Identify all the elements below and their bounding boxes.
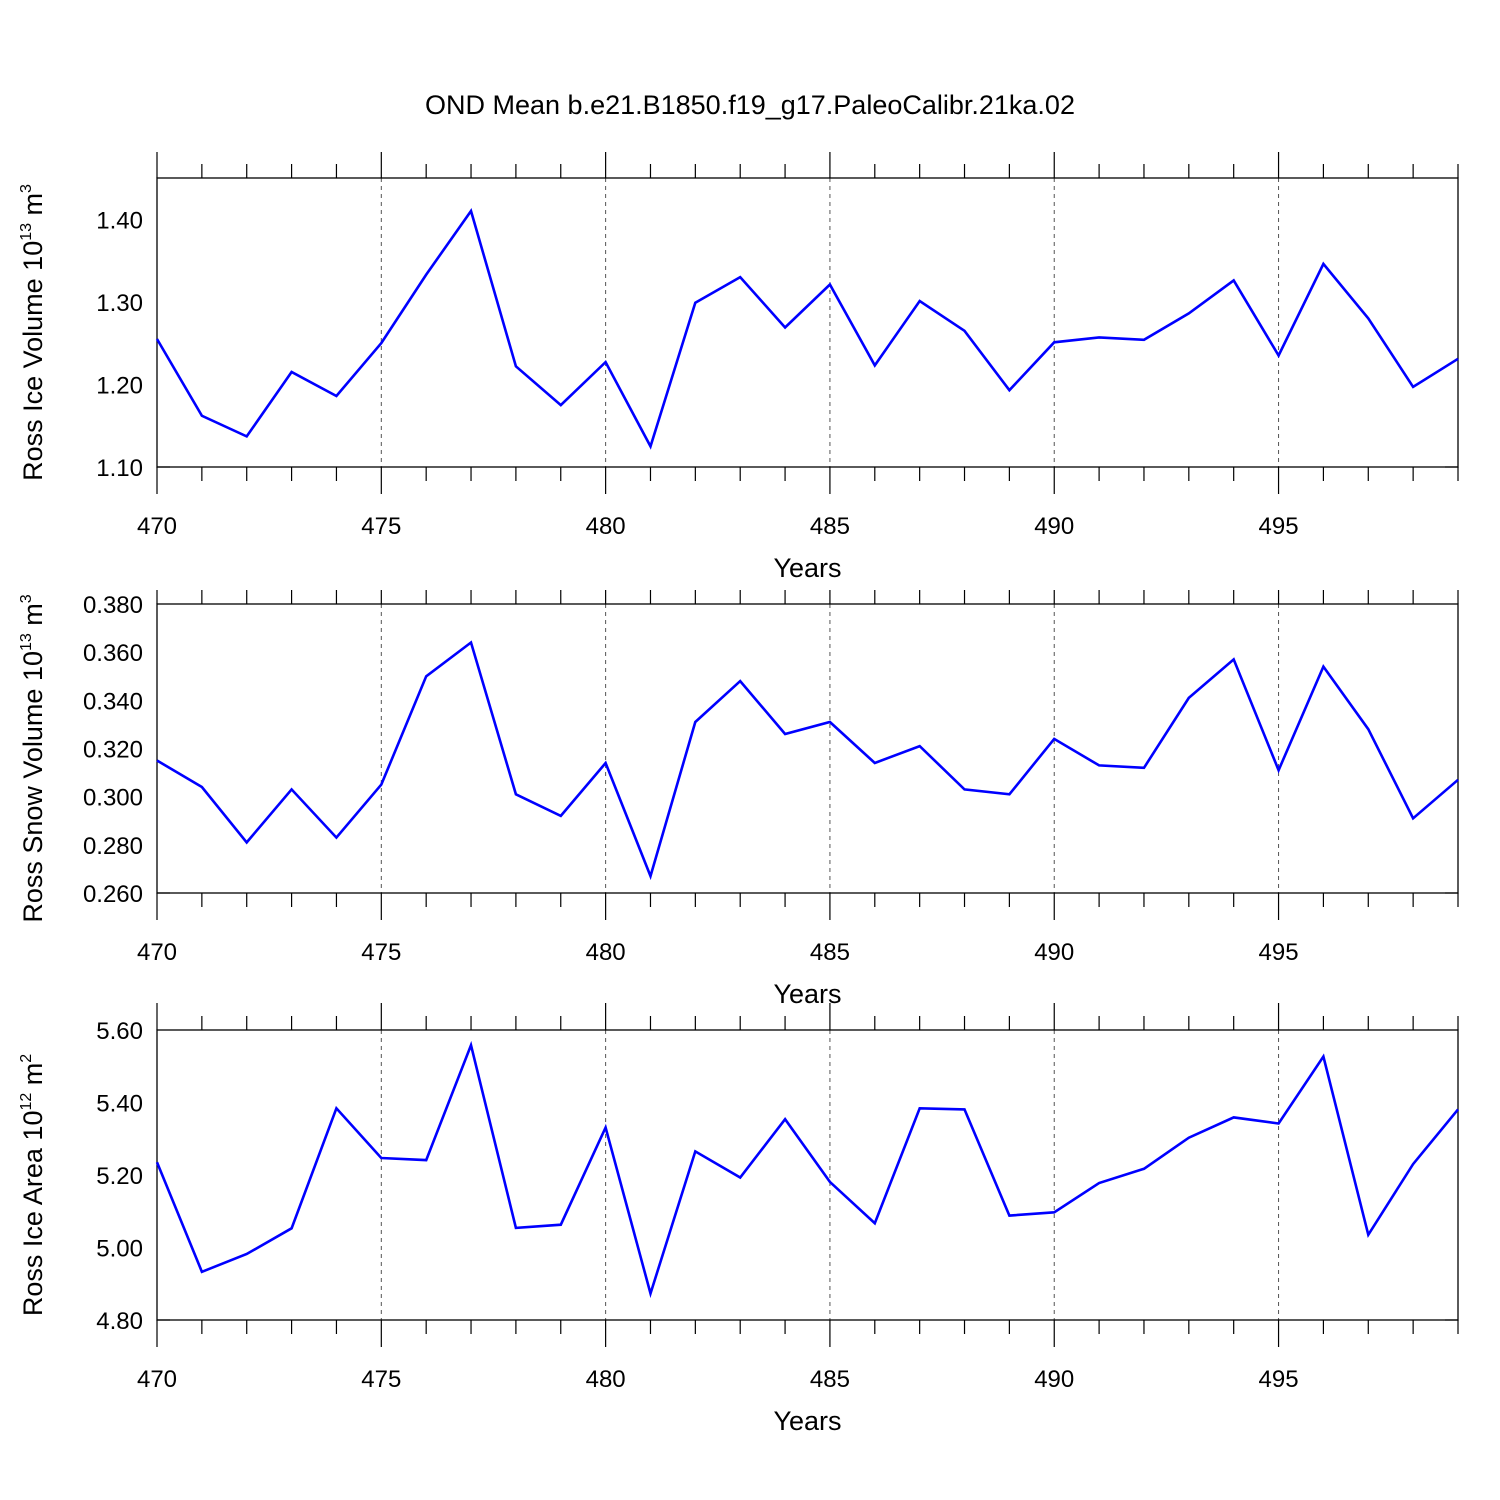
y-axis-title-exponent: 13 xyxy=(18,223,35,241)
y-tick-label: 0.260 xyxy=(83,881,143,908)
series-line-1 xyxy=(155,1040,1460,1299)
y-axis-title-unit: m xyxy=(18,193,48,223)
y-axis-title-text: Ross Snow Volume 10 xyxy=(18,651,48,923)
x-tick-label: 475 xyxy=(361,939,401,966)
y-axis-title: Ross Ice Volume 1013 m3 xyxy=(18,184,48,481)
y-axis-title-text: Ross Ice Volume 10 xyxy=(18,241,48,481)
x-axis-title: Years xyxy=(773,553,841,583)
y-axis-title-unit-exponent: 2 xyxy=(18,1054,35,1063)
x-tick-label: 495 xyxy=(1259,1366,1299,1393)
y-tick-label: 0.300 xyxy=(83,785,143,812)
x-tick-label: 485 xyxy=(810,513,850,540)
x-tick-label: 490 xyxy=(1034,939,1074,966)
y-axis-title: Ross Ice Area 1012 m2 xyxy=(18,1054,48,1316)
y-tick-label: 1.40 xyxy=(96,207,143,234)
y-axis-title-unit: m xyxy=(18,1063,48,1093)
series-line-1 xyxy=(155,208,1459,450)
y-axis-title: Ross Snow Volume 1013 m3 xyxy=(18,594,48,922)
y-tick-label: 0.320 xyxy=(83,737,143,764)
chart-title: OND Mean b.e21.B1850.f19_g17.PaleoCalibr… xyxy=(425,90,1075,120)
x-tick-label: 490 xyxy=(1034,513,1074,540)
x-tick-label: 485 xyxy=(810,939,850,966)
plot-frame xyxy=(156,1029,1459,1321)
x-tick-label: 470 xyxy=(137,939,177,966)
panel-3: 470 475 480 485 490 495 Years 4.80 5.00 5.20 5.40 5… xyxy=(18,1003,1460,1436)
y-axis-title-unit-exponent: 3 xyxy=(18,184,35,193)
y-tick-label: 0.380 xyxy=(83,592,143,619)
x-tick-label: 480 xyxy=(586,513,626,540)
x-axis-title: Years xyxy=(773,1406,841,1436)
y-tick-label: 4.80 xyxy=(96,1308,143,1335)
y-tick-label: 0.360 xyxy=(83,640,143,667)
y-tick-label: 1.30 xyxy=(96,290,143,317)
x-axis-title: Years xyxy=(773,979,841,1009)
series-line-1 xyxy=(156,640,1459,881)
x-tick-label: 490 xyxy=(1034,1366,1074,1393)
x-tick-label: 495 xyxy=(1259,513,1299,540)
y-tick-label: 5.00 xyxy=(96,1236,143,1263)
y-tick-label: 1.10 xyxy=(96,455,143,482)
x-tick-label: 480 xyxy=(586,1366,626,1393)
y-tick-label: 0.280 xyxy=(83,833,143,860)
y-axis-title-unit: m xyxy=(18,603,48,633)
x-tick-label: 475 xyxy=(361,1366,401,1393)
panel-1: 470 475 480 485 490 495 Years 1.10 1.20 1.30 1.40 R… xyxy=(18,152,1459,583)
y-tick-label: 5.60 xyxy=(96,1018,143,1045)
y-tick-label: 0.340 xyxy=(83,688,143,715)
x-tick-label: 495 xyxy=(1259,939,1299,966)
plot-frame xyxy=(156,177,1459,468)
panels: 470 475 480 485 490 495 Years 1.10 1.20 1.30 1.40 R… xyxy=(18,152,1460,1436)
y-tick-label: 1.20 xyxy=(96,372,143,399)
y-tick-label: 5.20 xyxy=(96,1163,143,1190)
x-tick-label: 475 xyxy=(361,513,401,540)
panel-2: 470 475 480 485 490 495 Years 0.260 0.280 0.300 0.… xyxy=(18,590,1459,1009)
x-tick-label: 480 xyxy=(586,939,626,966)
plot-frame xyxy=(156,603,1459,894)
y-axis-title-exponent: 12 xyxy=(18,1093,35,1111)
x-tick-label: 470 xyxy=(137,513,177,540)
y-axis-title-text: Ross Ice Area 10 xyxy=(18,1111,48,1317)
x-tick-label: 470 xyxy=(137,1366,177,1393)
y-axis-title-exponent: 13 xyxy=(18,633,35,651)
x-tick-label: 485 xyxy=(810,1366,850,1393)
y-tick-label: 5.40 xyxy=(96,1091,143,1118)
y-axis-title-unit-exponent: 3 xyxy=(18,594,35,603)
